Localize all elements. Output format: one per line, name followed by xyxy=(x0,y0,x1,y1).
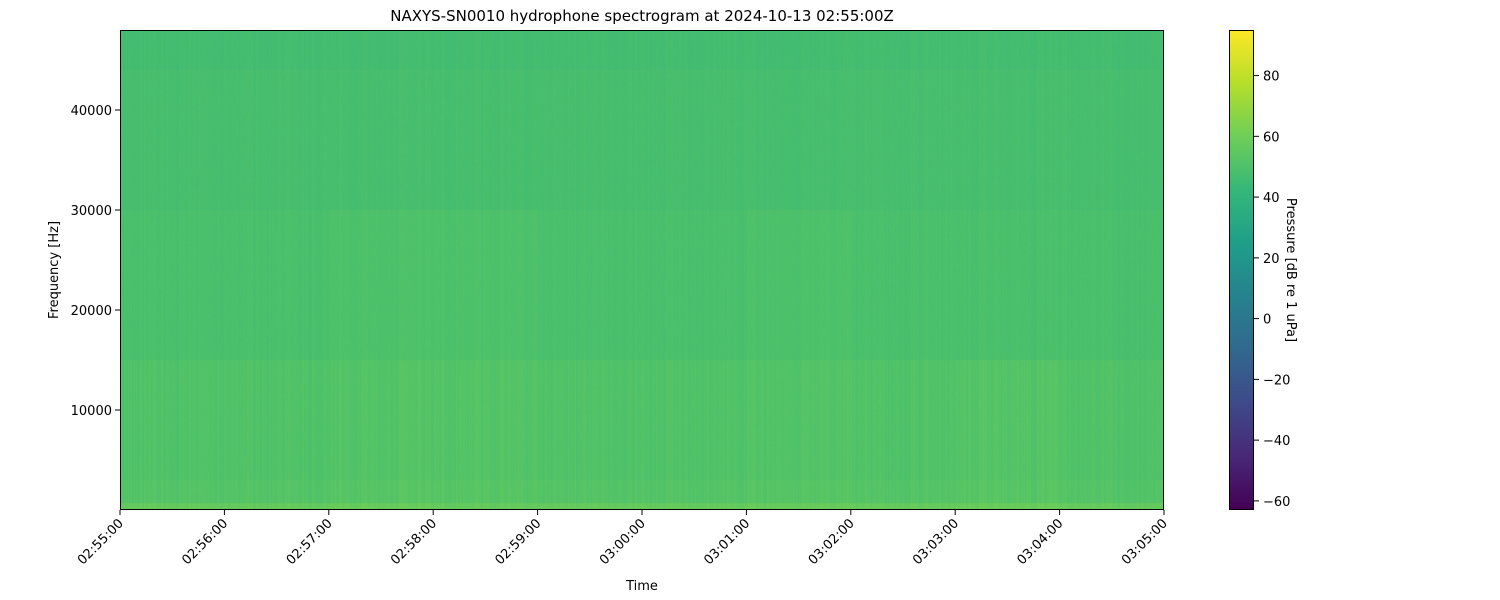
spectrogram-cell xyxy=(433,70,538,211)
spectrogram-cell xyxy=(746,210,851,361)
spectrogram-cell xyxy=(224,480,329,504)
x-tick-label: 02:59:00 xyxy=(493,516,545,568)
x-tick-label: 02:58:00 xyxy=(388,516,440,568)
spectrogram-cell xyxy=(538,360,643,481)
y-axis-label: Frequency [Hz] xyxy=(47,221,62,319)
colorbar-tick-label: 80 xyxy=(1263,70,1280,85)
spectrogram-cell xyxy=(851,360,956,481)
spectrogram-cell xyxy=(329,210,434,361)
colorbar xyxy=(1230,31,1254,510)
spectrogram-cell xyxy=(746,480,851,504)
spectrogram-cell xyxy=(1060,30,1165,71)
colorbar-tick-label: −40 xyxy=(1263,434,1290,449)
spectrogram-cell xyxy=(224,30,329,71)
spectrogram-cell xyxy=(851,30,956,71)
spectrogram-cell xyxy=(538,480,643,504)
spectrogram-cell xyxy=(851,210,956,361)
x-tick-label: 02:55:00 xyxy=(75,516,127,568)
x-tick-label: 03:02:00 xyxy=(806,516,858,568)
spectrogram-cell xyxy=(120,480,225,504)
spectrogram-cell xyxy=(1060,70,1165,211)
spectrogram-cell xyxy=(642,30,747,71)
spectrogram-cell xyxy=(120,70,225,211)
spectrogram-cell xyxy=(642,210,747,361)
spectrogram-cell xyxy=(329,30,434,71)
spectrogram-cell xyxy=(955,30,1060,71)
spectrogram-cell xyxy=(433,360,538,481)
x-tick-label: 02:56:00 xyxy=(179,516,231,568)
x-axis-label: Time xyxy=(625,579,658,594)
spectrogram-cell xyxy=(120,210,225,361)
spectrogram-cell xyxy=(955,360,1060,481)
spectrogram-chart: NAXYS-SN0010 hydrophone spectrogram at 2… xyxy=(0,0,1500,600)
spectrogram-cell xyxy=(433,480,538,504)
colorbar-tick-label: −60 xyxy=(1263,495,1290,510)
spectrogram-cell xyxy=(120,30,225,71)
spectrogram-cell xyxy=(1060,360,1165,481)
spectrogram-cell xyxy=(955,210,1060,361)
x-tick-label: 03:03:00 xyxy=(910,516,962,568)
spectrogram-cell xyxy=(329,480,434,504)
x-tick-label: 03:00:00 xyxy=(597,516,649,568)
spectrogram-cell xyxy=(1060,480,1165,504)
spectrogram-cell xyxy=(433,30,538,71)
y-tick-label: 30000 xyxy=(71,204,112,219)
y-tick-label: 20000 xyxy=(71,304,112,319)
spectrogram-cell xyxy=(433,210,538,361)
colorbar-tick-label: 40 xyxy=(1263,191,1280,206)
x-tick-label: 03:05:00 xyxy=(1119,516,1171,568)
spectrogram-cell xyxy=(746,30,851,71)
x-tick-label: 02:57:00 xyxy=(284,516,336,568)
spectrogram-cell xyxy=(955,70,1060,211)
spectrogram-cell xyxy=(1060,210,1165,361)
spectrogram-cell xyxy=(329,70,434,211)
spectrogram-cell xyxy=(224,360,329,481)
spectrogram-cell xyxy=(538,30,643,71)
x-tick-label: 03:04:00 xyxy=(1015,516,1067,568)
spectrogram-cell xyxy=(851,480,956,504)
spectrogram-cell xyxy=(746,360,851,481)
colorbar-label: Pressure [dB re 1 uPa] xyxy=(1283,198,1298,342)
colorbar-tick-label: 0 xyxy=(1263,313,1271,328)
chart-title: NAXYS-SN0010 hydrophone spectrogram at 2… xyxy=(390,7,894,25)
spectrogram-cell xyxy=(538,70,643,211)
spectrogram-cell xyxy=(642,480,747,504)
spectrogram-cell xyxy=(851,70,956,211)
spectrogram-cell xyxy=(224,210,329,361)
colorbar-tick-label: 20 xyxy=(1263,252,1280,267)
spectrogram-cell xyxy=(538,210,643,361)
y-tick-label: 10000 xyxy=(71,404,112,419)
spectrogram-cell xyxy=(120,360,225,481)
spectrogram-cell xyxy=(642,70,747,211)
spectrogram-cell xyxy=(955,480,1060,504)
spectrogram-cell xyxy=(329,360,434,481)
spectrogram-cell xyxy=(642,360,747,481)
spectrogram-cell xyxy=(224,70,329,211)
colorbar-tick-label: 60 xyxy=(1263,130,1280,145)
colorbar-tick-label: −20 xyxy=(1263,373,1290,388)
y-tick-label: 40000 xyxy=(71,104,112,119)
x-tick-label: 03:01:00 xyxy=(701,516,753,568)
spectrogram-cell xyxy=(746,70,851,211)
